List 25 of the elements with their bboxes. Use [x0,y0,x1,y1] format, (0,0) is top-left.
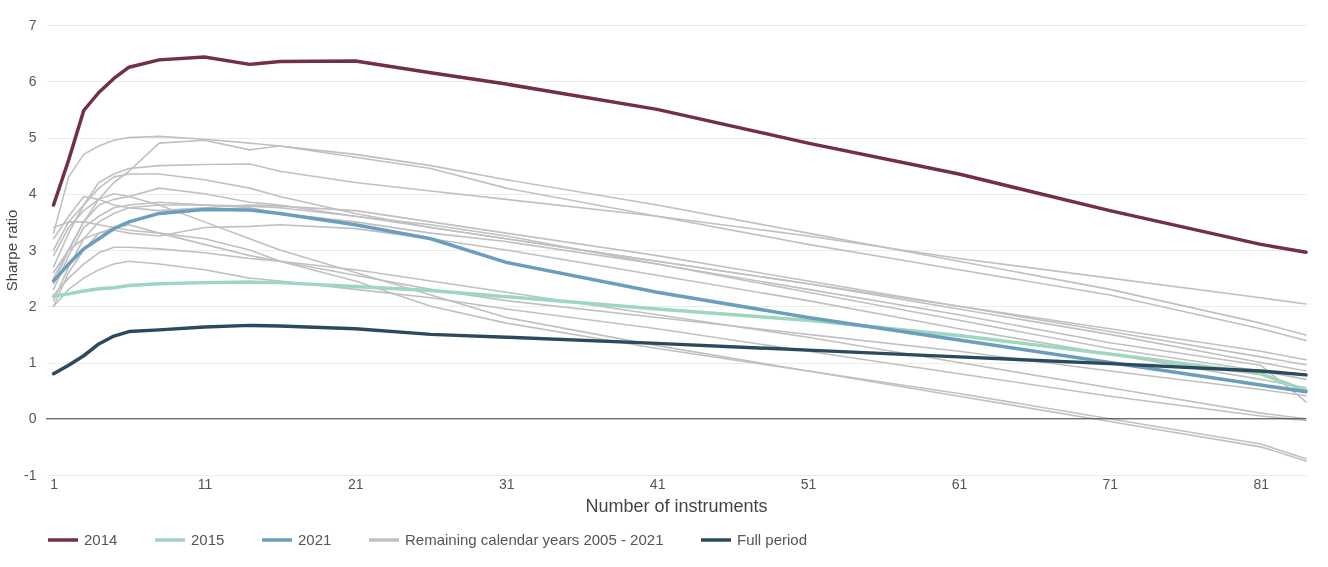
x-axis-title: Number of instruments [585,495,768,516]
x-tick-label: 1 [50,475,59,492]
x-tick-label: 51 [800,475,817,492]
y-axis-title: Sharpe ratio [3,209,21,292]
y-tick-label: 4 [28,185,37,202]
x-tick-label: 11 [197,475,213,492]
y-tick-label: 6 [28,72,37,89]
legend-label: Remaining calendar years 2005 - 2021 [405,531,664,548]
legend-label: 2015 [191,531,225,548]
y-tick-label: 3 [28,241,37,258]
x-tick-label: 41 [649,475,666,492]
x-tick-label: 81 [1253,475,1270,492]
y-tick-label: 1 [28,354,37,370]
x-tick-label: 61 [951,475,968,492]
x-tick-label: 21 [348,475,364,492]
y-tick-label: 0 [28,410,37,427]
y-tick-label: 5 [28,129,37,145]
y-tick-label: -1 [24,466,37,483]
y-tick-label: 2 [28,297,37,314]
legend-label: 2014 [84,531,118,548]
y-tick-label: 7 [28,16,37,33]
x-tick-label: 71 [1102,475,1119,492]
legend-label: Full period [737,531,808,548]
x-tick-label: 31 [498,475,515,492]
legend-label: 2021 [298,531,332,548]
